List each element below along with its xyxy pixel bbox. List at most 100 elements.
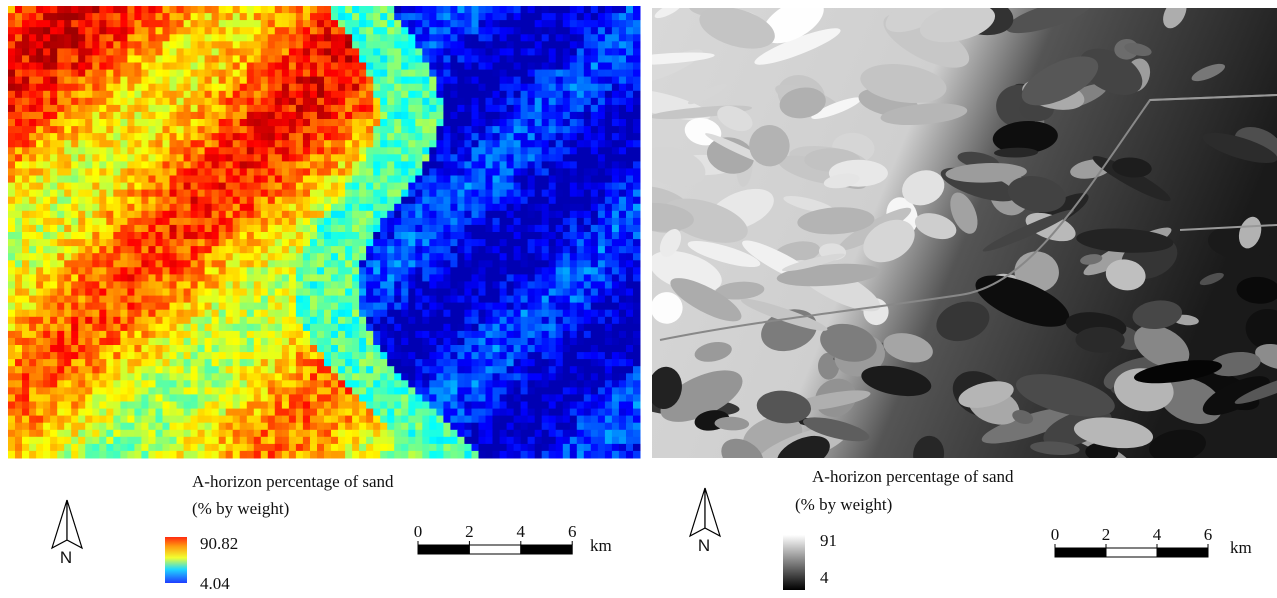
raster-cell: [106, 20, 114, 28]
raster-cell: [556, 84, 564, 92]
raster-cell: [43, 41, 51, 49]
raster-cell: [380, 225, 388, 233]
raster-cell: [289, 246, 297, 254]
raster-cell: [436, 6, 444, 14]
raster-cell: [303, 126, 311, 134]
raster-cell: [127, 77, 134, 85]
raster-cell: [99, 352, 107, 360]
raster-cell: [577, 34, 585, 42]
raster-cell: [619, 27, 627, 35]
raster-cell: [479, 239, 487, 247]
raster-cell: [542, 274, 550, 282]
raster-cell: [303, 70, 311, 78]
raster-cell: [170, 126, 178, 134]
raster-cell: [71, 324, 79, 332]
raster-cell: [261, 13, 269, 21]
raster-cell: [148, 91, 156, 99]
raster-cell: [170, 27, 178, 35]
raster-cell: [415, 366, 423, 374]
raster-cell: [191, 91, 199, 99]
raster-cell: [8, 55, 16, 63]
raster-cell: [36, 225, 44, 233]
raster-cell: [303, 197, 311, 205]
raster-cell: [64, 296, 72, 304]
raster-cell: [71, 91, 79, 99]
raster-cell: [401, 387, 409, 395]
raster-cell: [415, 176, 423, 184]
raster-cell: [177, 253, 185, 261]
raster-cell: [331, 154, 339, 162]
raster-cell: [85, 91, 93, 99]
raster-cell: [127, 112, 134, 120]
raster-cell: [331, 27, 339, 35]
raster-cell: [36, 6, 44, 14]
raster-cell: [99, 183, 107, 191]
raster-cell: [8, 352, 16, 360]
raster-cell: [464, 225, 472, 233]
raster-cell: [233, 359, 241, 367]
raster-cell: [549, 105, 557, 113]
raster-cell: [170, 84, 178, 92]
raster-cell: [120, 48, 128, 56]
raster-cell: [296, 13, 304, 21]
raster-cell: [570, 289, 578, 297]
raster-cell: [184, 211, 192, 219]
raster-cell: [514, 126, 522, 134]
raster-cell: [22, 331, 30, 339]
raster-cell: [436, 140, 444, 148]
raster-cell: [163, 41, 171, 49]
raster-cell: [289, 77, 297, 85]
raster-cell: [500, 154, 508, 162]
raster-cell: [387, 260, 395, 268]
raster-cell: [324, 239, 332, 247]
raster-cell: [198, 183, 206, 191]
raster-cell: [633, 225, 641, 233]
raster-cell: [535, 218, 543, 226]
raster-cell: [50, 380, 58, 388]
raster-cell: [29, 140, 36, 148]
raster-cell: [422, 352, 430, 360]
raster-cell: [127, 48, 134, 56]
raster-cell: [92, 331, 100, 339]
raster-cell: [106, 239, 114, 247]
raster-cell: [113, 387, 121, 395]
raster-cell: [443, 303, 451, 311]
raster-cell: [338, 176, 346, 184]
raster-cell: [457, 105, 465, 113]
raster-cell: [394, 41, 402, 49]
raster-cell: [514, 91, 522, 99]
raster-cell: [528, 225, 536, 233]
raster-cell: [99, 338, 107, 346]
raster-cell: [57, 55, 64, 63]
raster-cell: [275, 218, 283, 226]
raster-cell: [352, 77, 360, 85]
raster-cell: [387, 338, 395, 346]
raster-cell: [584, 154, 592, 162]
raster-cell: [50, 394, 58, 402]
raster-cell: [57, 253, 64, 261]
raster-cell: [212, 63, 220, 71]
raster-cell: [163, 147, 171, 155]
raster-cell: [78, 324, 86, 332]
raster-cell: [184, 105, 192, 113]
raster-cell: [535, 246, 543, 254]
raster-cell: [50, 6, 58, 14]
raster-cell: [78, 225, 86, 233]
raster-cell: [577, 13, 585, 21]
raster-cell: [170, 218, 178, 226]
raster-cell: [141, 190, 149, 198]
raster-cell: [99, 126, 107, 134]
raster-cell: [457, 366, 465, 374]
raster-cell: [134, 260, 142, 268]
raster-cell: [57, 197, 64, 205]
raster-cell: [422, 366, 430, 374]
raster-cell: [528, 112, 536, 120]
raster-cell: [64, 27, 72, 35]
raster-cell: [556, 98, 564, 106]
raster-cell: [317, 126, 325, 134]
raster-cell: [57, 338, 64, 346]
raster-cell: [240, 55, 248, 63]
raster-cell: [542, 317, 550, 325]
raster-cell: [457, 246, 465, 254]
raster-cell: [401, 70, 409, 78]
